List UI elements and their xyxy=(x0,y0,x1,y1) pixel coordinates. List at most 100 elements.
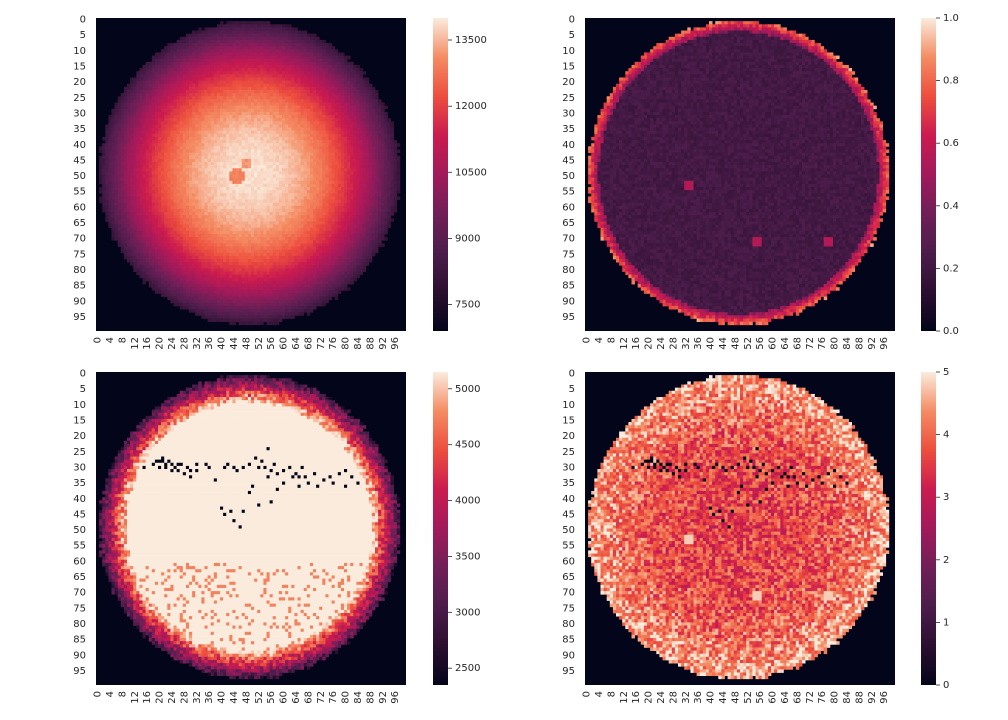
heatmap-cell xyxy=(337,61,342,66)
heatmap-cell xyxy=(328,105,332,110)
heatmap-cell xyxy=(337,177,342,182)
heatmap-cell xyxy=(148,193,153,197)
heatmap-cell xyxy=(216,208,221,213)
heatmap-cell xyxy=(381,177,385,182)
heatmap-cell xyxy=(257,77,261,81)
heatmap-cell xyxy=(114,130,119,135)
heatmap-cell xyxy=(136,202,140,207)
heatmap-cell xyxy=(204,108,208,113)
heatmap-cell xyxy=(238,193,243,197)
heatmap-cell xyxy=(260,39,264,44)
heatmap-cell xyxy=(319,158,323,163)
heatmap-cell xyxy=(114,124,119,128)
heatmap-cell xyxy=(176,61,181,66)
heatmap-cell xyxy=(247,199,252,204)
heatmap-cell xyxy=(319,121,323,125)
heatmap-cell xyxy=(247,74,252,78)
heatmap-cell xyxy=(387,133,391,138)
heatmap-cell xyxy=(170,102,174,107)
heatmap-cell xyxy=(167,102,171,107)
heatmap-cell xyxy=(117,183,122,188)
heatmap-cell xyxy=(347,127,351,132)
heatmap-cell xyxy=(285,83,289,88)
heatmap-cell xyxy=(235,146,239,150)
heatmap-cell xyxy=(220,33,224,38)
heatmap-cell xyxy=(278,36,283,41)
heatmap-cell xyxy=(241,111,246,116)
heatmap-cell xyxy=(356,105,360,110)
heatmap-cell xyxy=(306,74,311,78)
heatmap-cell xyxy=(375,105,379,110)
heatmap-cell xyxy=(185,93,190,97)
heatmap-cell xyxy=(207,208,212,213)
heatmap-cell xyxy=(282,174,286,179)
heatmap-cell xyxy=(368,83,373,88)
heatmap-cell xyxy=(223,102,227,107)
heatmap-cell xyxy=(353,74,357,78)
heatmap-cell xyxy=(251,155,255,160)
heatmap-cell xyxy=(235,49,239,53)
heatmap-cell xyxy=(145,155,150,160)
heatmap-cell xyxy=(189,190,193,194)
heatmap-cell xyxy=(220,190,224,194)
heatmap-cell xyxy=(127,124,131,128)
heatmap-cell xyxy=(241,33,246,38)
heatmap-cell xyxy=(151,190,156,194)
heatmap-cell xyxy=(381,171,385,175)
heatmap-cell xyxy=(319,177,323,182)
heatmap-cell xyxy=(204,111,208,116)
heatmap-cell xyxy=(288,99,292,103)
heatmap-cell xyxy=(247,39,252,44)
heatmap-cell xyxy=(105,190,109,194)
heatmap-cell xyxy=(260,52,264,56)
heatmap-cell xyxy=(294,80,298,85)
heatmap-cell xyxy=(170,86,174,91)
heatmap-cell xyxy=(170,161,174,166)
heatmap-cell xyxy=(198,111,202,116)
heatmap-cell xyxy=(223,208,227,213)
heatmap-cell xyxy=(384,196,388,200)
heatmap-cell xyxy=(170,158,174,163)
heatmap-cell xyxy=(306,64,311,69)
heatmap-cell xyxy=(207,149,212,153)
heatmap-cell xyxy=(167,183,171,188)
heatmap-cell xyxy=(331,96,336,100)
heatmap-cell xyxy=(213,46,218,50)
heatmap-cell xyxy=(213,71,218,75)
heatmap-cell xyxy=(275,118,280,122)
heatmap-cell xyxy=(136,111,140,116)
heatmap-cell xyxy=(148,205,153,210)
heatmap-cell xyxy=(111,155,115,160)
heatmap-cell xyxy=(179,99,184,103)
heatmap-cell xyxy=(220,118,224,122)
heatmap-cell xyxy=(167,168,171,172)
heatmap-cell xyxy=(331,115,336,119)
heatmap-cell xyxy=(145,143,150,147)
heatmap-cell xyxy=(105,177,109,182)
heatmap-cell xyxy=(198,183,202,188)
heatmap-cell xyxy=(148,96,153,100)
heatmap-cell xyxy=(269,183,274,188)
heatmap-cell xyxy=(192,74,196,78)
heatmap-cell xyxy=(272,161,277,166)
heatmap-cell xyxy=(167,99,171,103)
heatmap-cell xyxy=(130,165,134,169)
heatmap-cell xyxy=(309,99,314,103)
heatmap-cell xyxy=(142,165,146,169)
heatmap-cell xyxy=(278,33,283,38)
heatmap-cell xyxy=(189,124,193,128)
heatmap-cell xyxy=(275,165,280,169)
heatmap-cell xyxy=(297,39,301,44)
heatmap-cell xyxy=(179,133,184,138)
heatmap-cell xyxy=(396,177,401,182)
heatmap-cell xyxy=(170,127,174,132)
heatmap-cell xyxy=(123,89,128,94)
heatmap-cell xyxy=(285,86,289,91)
heatmap-cell xyxy=(291,177,295,182)
heatmap-cell xyxy=(313,124,317,128)
heatmap-cell xyxy=(216,49,221,53)
heatmap-cell xyxy=(272,180,277,185)
heatmap-cell xyxy=(390,190,394,194)
heatmap-cell xyxy=(269,136,274,141)
heatmap-cell xyxy=(303,152,308,157)
